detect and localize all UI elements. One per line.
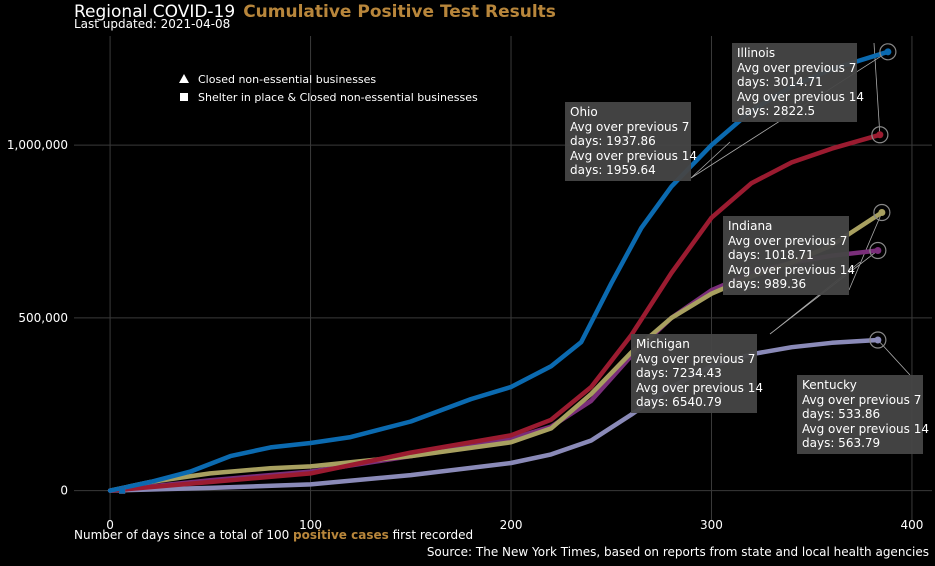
endpoint-ring-kentucky[interactable] bbox=[869, 331, 887, 349]
axis-ticks: 0 100 200 300 400 0 500,000 1,000,000 bbox=[7, 138, 923, 532]
tooltip-line: days: 563.79 bbox=[802, 436, 881, 450]
series-line-kentucky bbox=[107, 337, 881, 493]
tooltip-line: Avg over previous 14 bbox=[636, 380, 764, 395]
tooltip-line: days: 6540.79 bbox=[636, 395, 722, 409]
series-line-illinois bbox=[107, 132, 883, 493]
legend-label: Closed non-essential businesses bbox=[198, 73, 377, 86]
x-axis-label: Number of days since a total of 100 posi… bbox=[74, 528, 473, 542]
leader-line-illinois bbox=[873, 42, 881, 135]
tooltip-name: Michigan bbox=[636, 337, 690, 351]
legend-label: Shelter in place & Closed non-essential … bbox=[198, 91, 478, 104]
tooltip-line: days: 533.86 bbox=[802, 407, 881, 421]
endpoint-dot-ohio bbox=[884, 48, 892, 56]
leader-line-kentucky bbox=[877, 339, 911, 376]
triangle-icon bbox=[178, 73, 190, 86]
y-tick-label: 0 bbox=[60, 484, 68, 498]
tooltip-line: days: 1018.71 bbox=[728, 248, 814, 262]
endpoint-markers bbox=[119, 43, 897, 494]
endpoint-dot-illinois bbox=[876, 131, 884, 139]
square-icon bbox=[178, 91, 190, 104]
tooltip-ohio: Ohio Avg over previous 7 days: 1937.86 A… bbox=[565, 102, 698, 181]
tooltip-line: Avg over previous 14 bbox=[570, 148, 698, 163]
tooltip-name: Kentucky bbox=[802, 378, 857, 392]
start-marker-ohio bbox=[119, 487, 126, 494]
tooltip-line: Avg over previous 7 bbox=[728, 233, 848, 248]
tooltip-indiana: Indiana Avg over previous 7 days: 1018.7… bbox=[723, 216, 856, 295]
legend-item-shelter-in-place: Shelter in place & Closed non-essential … bbox=[178, 91, 478, 104]
y-tick-label: 500,000 bbox=[18, 311, 68, 325]
x-tick-label: 100 bbox=[299, 518, 322, 532]
tooltip-line: days: 1937.86 bbox=[570, 134, 656, 148]
tooltip-michigan: Michigan Avg over previous 7 days: 7234.… bbox=[631, 334, 764, 413]
tooltip-line: Avg over previous 14 bbox=[728, 262, 856, 277]
endpoint-dot-indiana bbox=[878, 208, 886, 216]
endpoint-dot-kentucky bbox=[874, 336, 882, 344]
x-tick-label: 300 bbox=[700, 518, 723, 532]
tooltip-line: days: 989.36 bbox=[728, 277, 807, 291]
tooltip-line: days: 1959.64 bbox=[570, 163, 656, 177]
x-tick-label: 0 bbox=[106, 518, 114, 532]
title-accent-text: Cumulative Positive Test Results bbox=[243, 2, 556, 22]
title-text: Regional COVID-19 bbox=[74, 2, 236, 22]
endpoint-ring-michigan[interactable] bbox=[869, 241, 887, 260]
x-axis-label-post: first recorded bbox=[388, 528, 474, 542]
x-tick-label: 200 bbox=[500, 518, 523, 532]
tooltip-line: Avg over previous 14 bbox=[802, 421, 930, 436]
tooltip-illinois: Illinois Avg over previous 7 days: 3014.… bbox=[732, 43, 865, 122]
tooltip-line: Avg over previous 7 bbox=[737, 60, 857, 75]
tooltip-kentucky: Kentucky Avg over previous 7 days: 533.8… bbox=[797, 375, 930, 454]
last-updated: Last updated: 2021-04-08 bbox=[74, 17, 231, 31]
tooltip-line: Avg over previous 7 bbox=[570, 119, 690, 134]
tooltip-line: Avg over previous 14 bbox=[737, 89, 865, 104]
endpoint-dot-michigan bbox=[874, 246, 882, 254]
tooltip-name: Illinois bbox=[737, 46, 776, 60]
endpoint-ring-ohio[interactable] bbox=[879, 43, 897, 61]
x-tick-label: 400 bbox=[901, 518, 924, 532]
tooltip-line: days: 7234.43 bbox=[636, 366, 722, 380]
tooltip-line: days: 2822.5 bbox=[737, 104, 816, 118]
endpoint-ring-indiana[interactable] bbox=[873, 203, 891, 222]
chart-title: Regional COVID-19 Cumulative Positive Tes… bbox=[74, 2, 556, 22]
source-note: Source: The New York Times, based on rep… bbox=[426, 545, 929, 559]
tooltip-line: days: 3014.71 bbox=[737, 75, 823, 89]
legend-item-closed-businesses: Closed non-essential businesses bbox=[178, 73, 376, 86]
tooltip-name: Ohio bbox=[570, 105, 598, 119]
y-tick-label: 1,000,000 bbox=[7, 138, 68, 152]
series-line-ohio bbox=[107, 49, 891, 493]
x-axis-label-pre: Number of days since a total of 100 bbox=[74, 528, 294, 542]
endpoint-ring-illinois[interactable] bbox=[871, 126, 889, 144]
tooltip-line: Avg over previous 7 bbox=[802, 392, 922, 407]
tooltip-name: Indiana bbox=[728, 219, 773, 233]
tooltip-line: Avg over previous 7 bbox=[636, 351, 756, 366]
x-axis-label-accent: positive cases bbox=[293, 528, 389, 542]
grid-lines bbox=[74, 36, 932, 520]
